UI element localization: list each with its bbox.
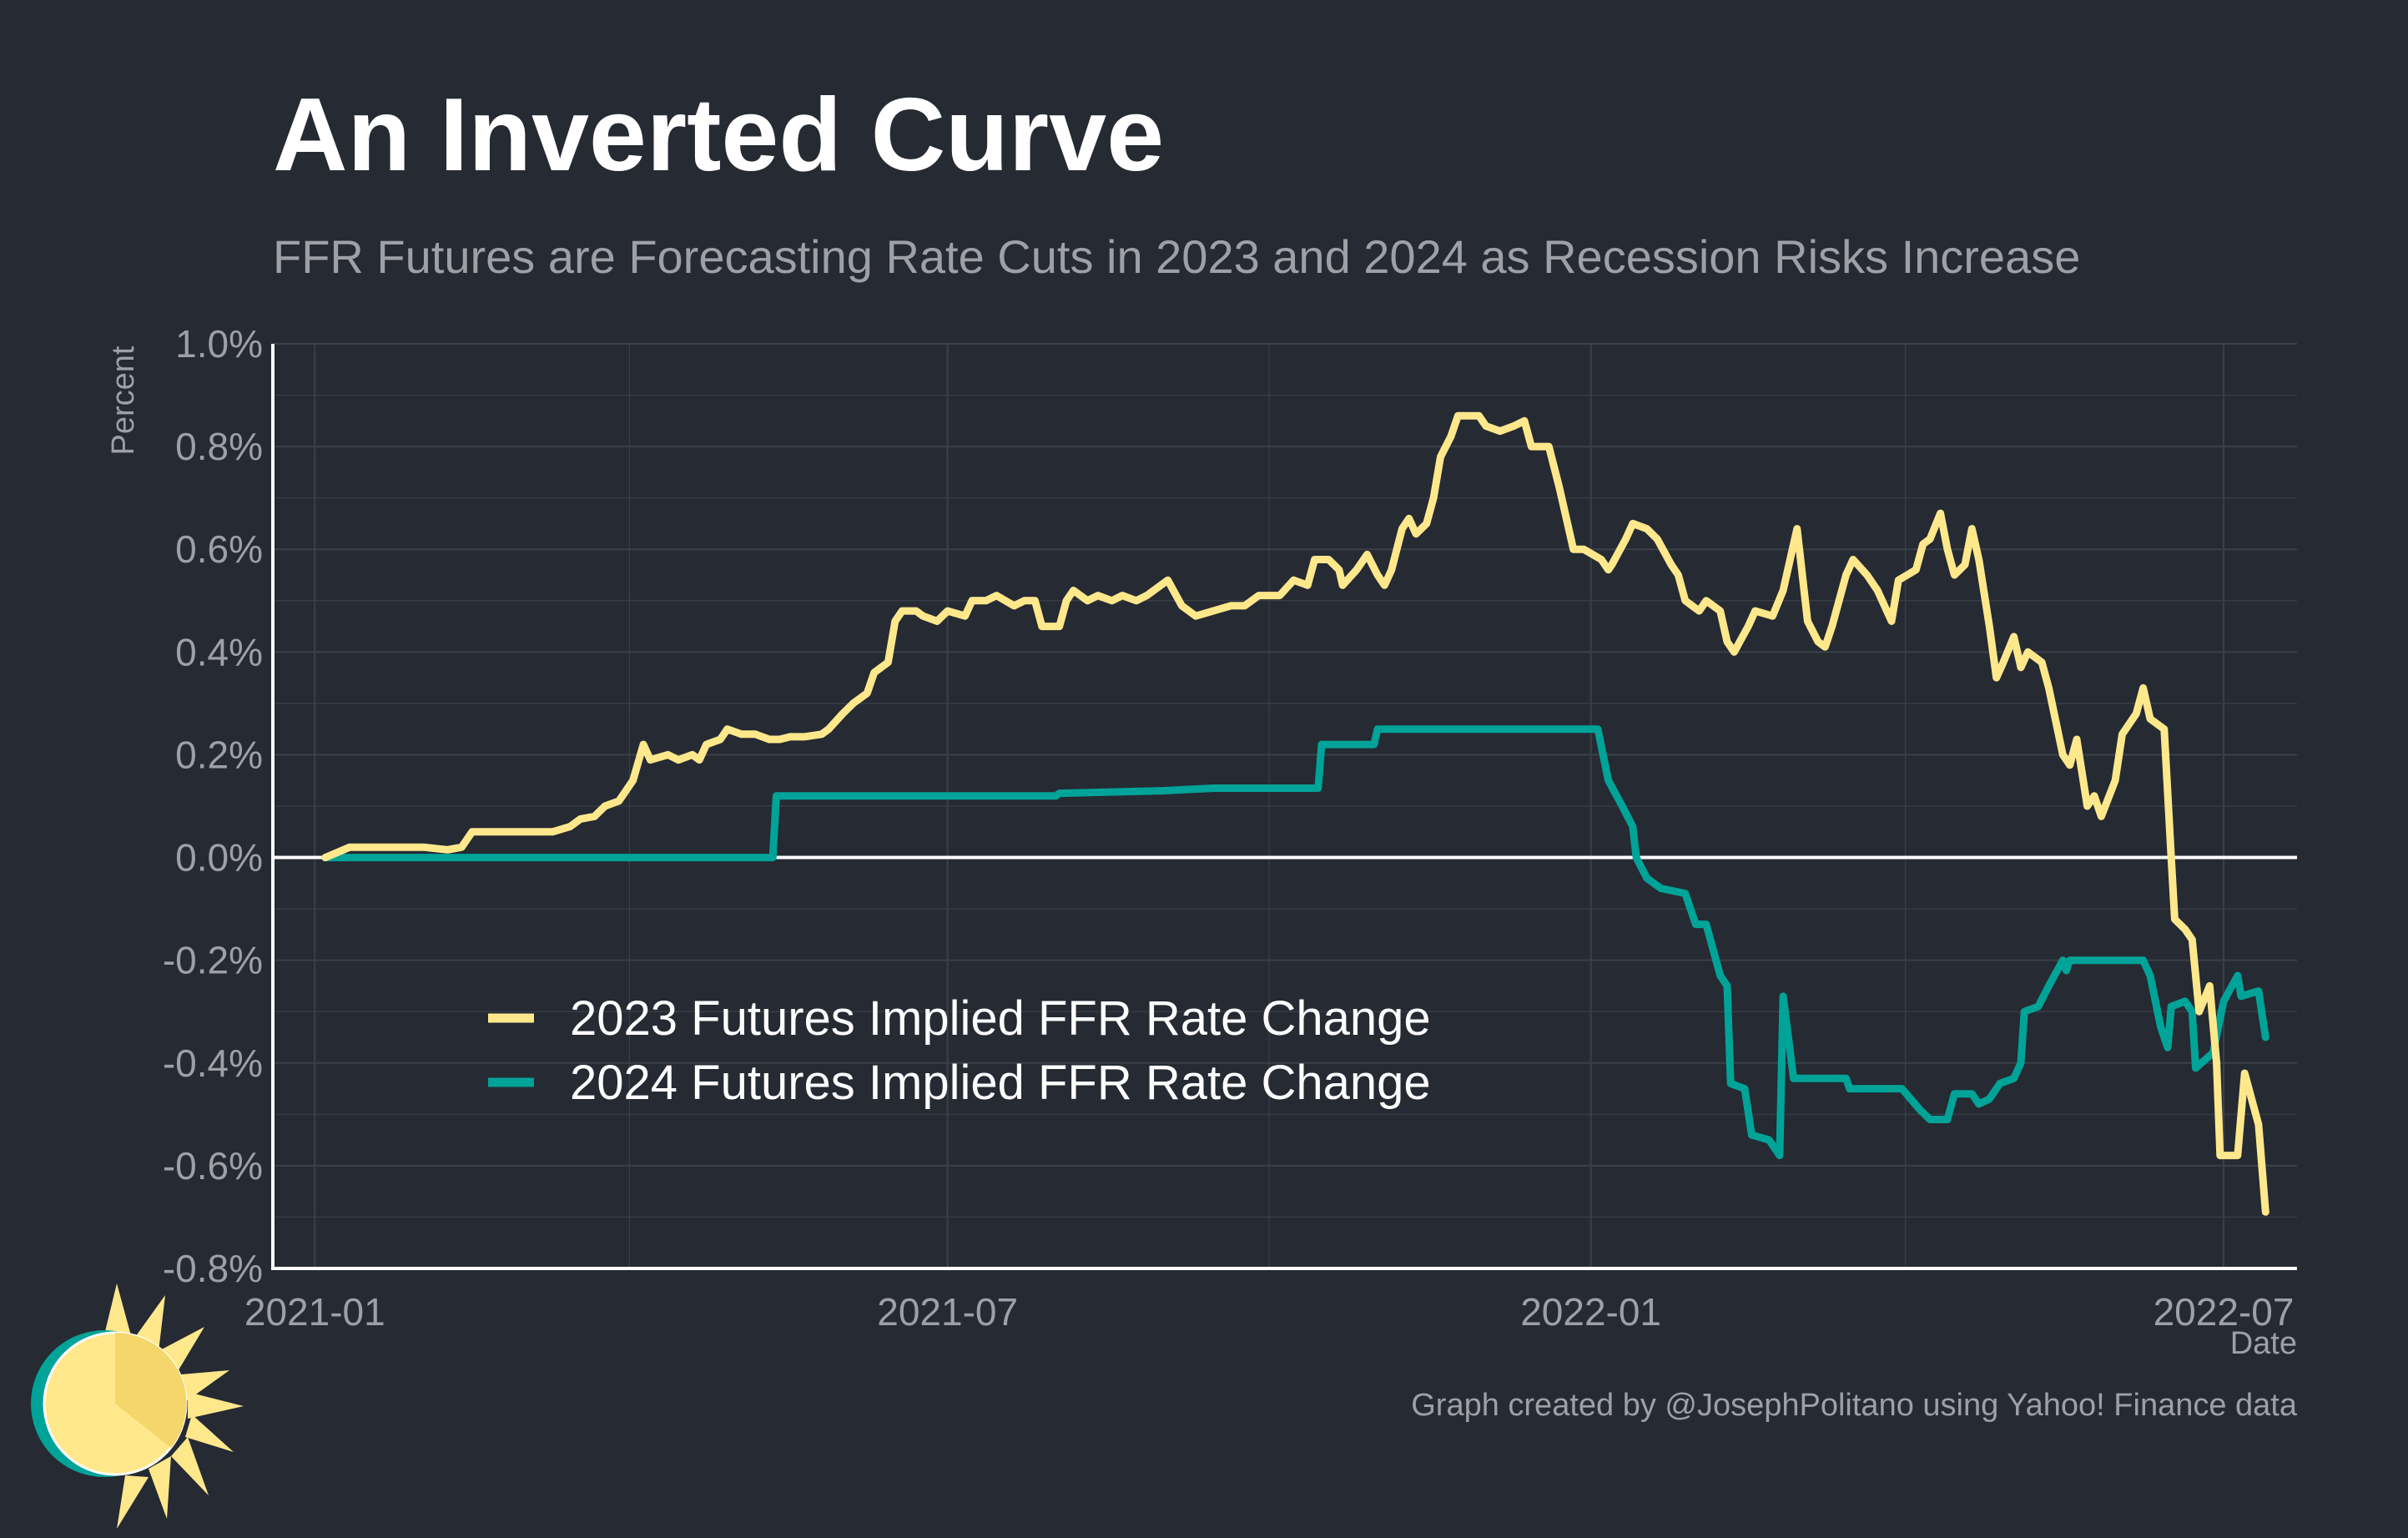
x-axis-title: Date	[2230, 1326, 2297, 1361]
series-layer	[321, 411, 2269, 1216]
y-axis-title: Percent	[106, 345, 141, 455]
y-tick-label: 0.4%	[175, 630, 263, 673]
x-tick-label: 2022-01	[1520, 1290, 1661, 1334]
x-tick-label: 2021-07	[877, 1290, 1018, 1334]
y-tick-label: -0.4%	[163, 1041, 263, 1085]
x-tick-label: 2021-01	[244, 1290, 385, 1334]
chart-subtitle: FFR Futures are Forecasting Rate Cuts in…	[273, 230, 2081, 283]
y-tick-label: 0.2%	[175, 733, 263, 776]
y-tick-label: 0.6%	[175, 527, 263, 571]
chart-caption: Graph created by @JosephPolitano using Y…	[1411, 1388, 2297, 1423]
legend: 2023 Futures Implied FFR Rate Change 2024…	[488, 991, 1431, 1110]
sun-logo-icon	[31, 1283, 244, 1529]
y-tick-label: 0.8%	[175, 425, 263, 468]
series-line-2024	[321, 725, 2269, 1160]
grid-layer	[273, 343, 2297, 1269]
chart-title: An Inverted Curve	[273, 78, 1165, 193]
y-tick-label: -0.6%	[163, 1144, 263, 1188]
y-tick-label: -0.8%	[163, 1247, 263, 1290]
y-tick-label: 1.0%	[175, 322, 263, 366]
series-line-2023	[321, 411, 2269, 1216]
legend-label-2024: 2024 Futures Implied FFR Rate Change	[570, 1056, 1431, 1110]
axis-layer: -0.8% -0.6% -0.4% -0.2% 0.0% 0.2% 0.4% 0.6% 0.8%…	[163, 322, 2297, 1334]
y-tick-label: -0.2%	[163, 939, 263, 982]
legend-label-2023: 2023 Futures Implied FFR Rate Change	[570, 991, 1431, 1046]
y-tick-label: 0.0%	[175, 836, 263, 880]
x-tick-label: 2022-07	[2154, 1290, 2295, 1334]
